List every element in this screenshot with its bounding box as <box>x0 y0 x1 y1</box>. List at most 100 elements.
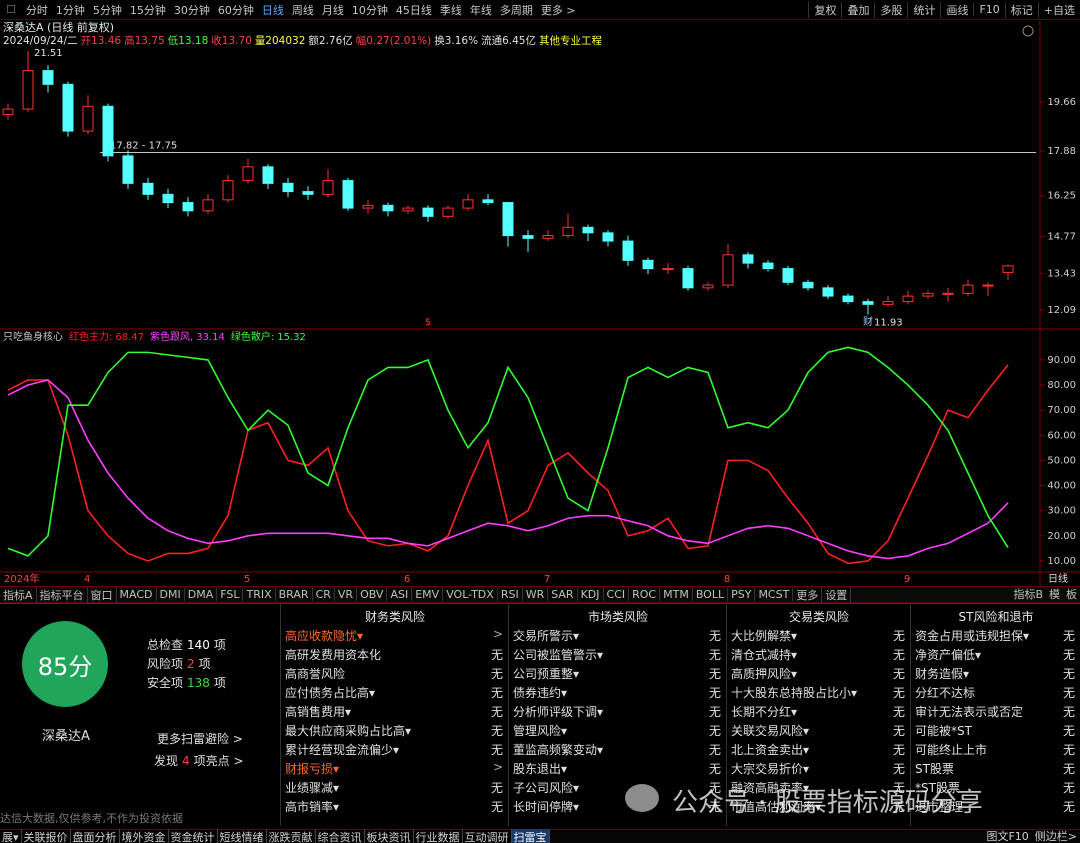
bottom-tab[interactable]: 展▾ <box>0 829 22 843</box>
risk-row[interactable]: 高研发费用资本化 无 <box>285 646 503 664</box>
period-button[interactable]: 30分钟 <box>173 3 210 17</box>
risk-row[interactable]: 高销售费用▾ 无 <box>285 703 503 721</box>
period-button[interactable]: 45日线 <box>395 3 432 17</box>
bottom-tab[interactable]: 盘面分析 <box>71 829 120 843</box>
risk-row[interactable]: 财务造假▾ 无 <box>915 665 1075 683</box>
period-button[interactable]: 季线 <box>439 3 462 17</box>
risk-row[interactable]: 资金占用或违规担保▾ 无 <box>915 627 1075 645</box>
indicator-tab[interactable]: MTM <box>660 588 693 601</box>
indicator-tab[interactable]: BRAR <box>276 588 313 601</box>
risk-row[interactable]: 大宗交易折价▾ 无 <box>731 760 905 778</box>
indicator-tab[interactable]: CR <box>313 588 335 601</box>
risk-row[interactable]: 董监高频繁变动▾ 无 <box>513 741 721 759</box>
close-icon[interactable] <box>1022 25 1034 37</box>
risk-row[interactable]: 交易所警示▾ 无 <box>513 627 721 645</box>
indicator-tab[interactable]: WR <box>523 588 549 601</box>
risk-row[interactable]: 清仓式减持▾ 无 <box>731 646 905 664</box>
risk-row[interactable]: 股东退出▾ 无 <box>513 760 721 778</box>
risk-row[interactable]: *ST股票 无 <box>915 779 1075 797</box>
indicator-tab[interactable]: KDJ <box>578 588 604 601</box>
risk-row[interactable]: 长时间停牌▾ 无 <box>513 798 721 816</box>
bottom-tab[interactable]: 板块资讯 <box>365 829 414 843</box>
indicator-tab[interactable]: MACD <box>117 588 157 601</box>
indicator-tab[interactable]: OBV <box>357 588 388 601</box>
risk-row[interactable]: 退市整理 无 <box>915 798 1075 816</box>
tool-button[interactable]: 叠加 <box>841 1 874 18</box>
bottom-tab[interactable]: 扫雷宝 <box>511 829 550 843</box>
indicator-tab[interactable]: 窗口 <box>88 586 117 603</box>
tool-button[interactable]: 画线 <box>940 1 973 18</box>
period-button[interactable]: 5分钟 <box>92 3 122 17</box>
indicator-tab[interactable]: 模 <box>1049 587 1060 601</box>
tool-button[interactable]: 复权 <box>808 1 841 18</box>
risk-row[interactable]: 关联交易风险▾ 无 <box>731 722 905 740</box>
indicator-tab[interactable]: 板 <box>1066 587 1077 601</box>
bottom-tab[interactable]: 关联报价 <box>22 829 71 843</box>
indicator-tab[interactable]: DMI <box>157 588 185 601</box>
bottom-tab[interactable]: 涨跌贡献 <box>267 829 316 843</box>
risk-row[interactable]: 财报亏损▾ > <box>285 760 503 778</box>
indicator-tab[interactable]: FSL <box>217 588 244 601</box>
risk-row[interactable]: 分析师评级下调▾ 无 <box>513 703 721 721</box>
indicator-tab[interactable]: 指标A <box>0 586 37 603</box>
period-button[interactable]: 15分钟 <box>129 3 166 17</box>
risk-row[interactable]: 大比例解禁▾ 无 <box>731 627 905 645</box>
more-link[interactable]: 更多扫雷避险 > <box>157 732 243 746</box>
indicator-tab[interactable]: ROC <box>629 588 661 601</box>
risk-row[interactable]: 高商誉风险 无 <box>285 665 503 683</box>
bottom-tab[interactable]: 互动调研 <box>463 829 512 843</box>
indicator-tab[interactable]: BOLL <box>693 588 729 601</box>
period-button[interactable]: 1分钟 <box>55 3 85 17</box>
risk-row[interactable]: 分红不达标 无 <box>915 684 1075 702</box>
risk-row[interactable]: 审计无法表示或否定 无 <box>915 703 1075 721</box>
tool-button[interactable]: 统计 <box>907 1 940 18</box>
indicator-tab[interactable]: EMV <box>412 588 444 601</box>
indicator-tab[interactable]: VOL-TDX <box>443 588 498 601</box>
risk-row[interactable]: 十大股东总持股占比小▾ 无 <box>731 684 905 702</box>
bottom-tab[interactable]: 侧边栏> <box>1034 830 1077 843</box>
bottom-tab[interactable]: 短线情绪 <box>218 829 267 843</box>
risk-row[interactable]: 北上资金卖出▾ 无 <box>731 741 905 759</box>
risk-row[interactable]: 净资产偏低▾ 无 <box>915 646 1075 664</box>
indicator-tab[interactable]: DMA <box>185 588 218 601</box>
period-button[interactable]: 周线 <box>291 3 314 17</box>
indicator-tab[interactable]: 设置 <box>822 586 852 603</box>
indicator-tab[interactable]: 指标平台 <box>37 586 88 603</box>
risk-row[interactable]: 融资高融卖率▾ 无 <box>731 779 905 797</box>
indicator-tab[interactable]: RSI <box>498 588 523 601</box>
risk-row[interactable]: 最大供应商采购占比高▾ 无 <box>285 722 503 740</box>
period-button[interactable]: 更多 > <box>540 3 576 17</box>
risk-row[interactable]: 业绩骤减▾ 无 <box>285 779 503 797</box>
indicator-tab[interactable]: SAR <box>548 588 578 601</box>
risk-row[interactable]: 债券违约▾ 无 <box>513 684 721 702</box>
period-button[interactable]: 日线 <box>261 3 284 17</box>
tool-button[interactable]: 多股 <box>874 1 907 18</box>
risk-row[interactable]: ST股票 无 <box>915 760 1075 778</box>
indicator-tab[interactable]: TRIX <box>243 588 276 601</box>
indicator-tab[interactable]: MCST <box>755 588 794 601</box>
period-button[interactable]: 分时 <box>25 3 48 17</box>
period-button[interactable]: 月线 <box>321 3 344 17</box>
risk-row[interactable]: 管理风险▾ 无 <box>513 722 721 740</box>
indicator-tab[interactable]: 更多 <box>793 586 823 603</box>
risk-row[interactable]: 公司被监管警示▾ 无 <box>513 646 721 664</box>
tool-button[interactable]: +自选 <box>1037 1 1080 18</box>
risk-row[interactable]: 市值高估利润率▾ 无 <box>731 798 905 816</box>
risk-row[interactable]: 可能被*ST 无 <box>915 722 1075 740</box>
indicator-tab[interactable]: CCI <box>604 588 630 601</box>
period-button[interactable]: 10分钟 <box>351 3 388 17</box>
risk-row[interactable]: 高市销率▾ 无 <box>285 798 503 816</box>
risk-row[interactable]: 公司预重整▾ 无 <box>513 665 721 683</box>
period-button[interactable]: 60分钟 <box>217 3 254 17</box>
risk-row[interactable]: 长期不分红▾ 无 <box>731 703 905 721</box>
indicator-tab[interactable]: ASI <box>387 588 413 601</box>
risk-row[interactable]: 高应收款隐忧▾ > <box>285 627 503 645</box>
risk-row[interactable]: 累计经营现金流偏少▾ 无 <box>285 741 503 759</box>
period-button[interactable]: 年线 <box>469 3 492 17</box>
bottom-tab[interactable]: 行业数据 <box>414 829 463 843</box>
bottom-tab[interactable]: 综合资讯 <box>316 829 365 843</box>
highlight-link[interactable]: 发现 4 项亮点 > <box>154 752 244 769</box>
indicator-tab[interactable]: PSY <box>728 588 756 601</box>
tool-button[interactable]: 标记 <box>1004 1 1038 18</box>
risk-row[interactable]: 可能终止上市 无 <box>915 741 1075 759</box>
